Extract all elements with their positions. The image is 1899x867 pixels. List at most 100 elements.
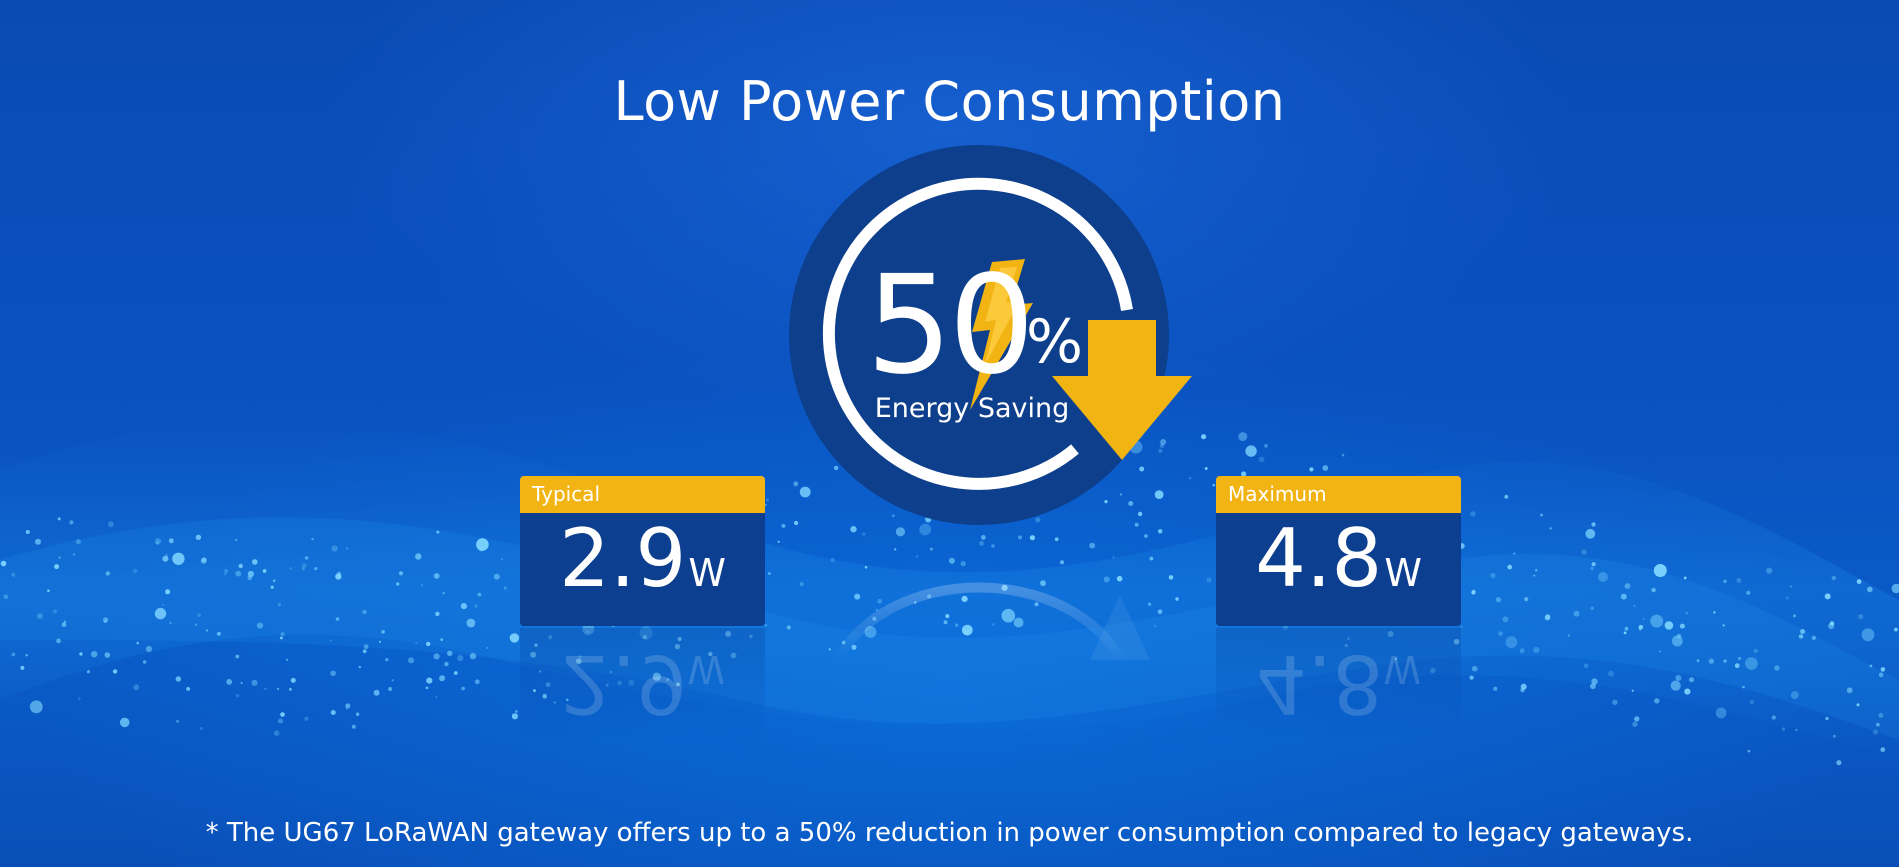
particle-dot [1624,626,1629,631]
particle-dot [1591,562,1596,567]
particle-dot [270,585,274,589]
particle-dot [1894,627,1898,632]
particle-dot [273,730,280,736]
particle-dot [1832,734,1836,738]
particle-dot [1018,535,1023,540]
particle-dot [1800,629,1806,634]
particle-dot [226,679,233,685]
particle-dot [1722,624,1725,627]
particle-dot [1781,727,1785,731]
particle-dot [1612,699,1618,705]
particle-dot [73,553,76,556]
particle-dot [833,465,839,471]
particle-dot [1490,572,1496,579]
particle-dot [1347,637,1350,640]
particle-dot [351,724,356,729]
particle-dot [1089,542,1096,549]
footnote: * The UG67 LoRaWAN gateway offers up to … [205,818,1694,848]
particle-dot [708,651,713,657]
particle-dot [1137,511,1143,517]
particle-dot [1054,537,1059,542]
particle-dot [1035,517,1041,523]
particle-dot [1713,611,1716,614]
particle-dot [29,700,43,714]
particle-dot [628,679,635,686]
particle-dot [1824,593,1831,600]
particle-dot [236,694,240,698]
particle-dot [20,665,25,670]
particle-dot [1175,597,1179,601]
particle-dot [1608,670,1614,677]
particle-dot [486,646,489,650]
particle-dot [1322,465,1329,471]
particle-dot [725,631,731,638]
particle-dot [915,555,919,558]
particle-dot [251,679,258,686]
particle-dot [47,589,50,593]
card-body: 4.8W [1216,513,1461,626]
particle-dot [1749,700,1755,705]
particle-dot [1872,729,1878,735]
particle-dot [1734,663,1740,669]
particle-dot [408,657,415,664]
particle-dot [961,595,968,603]
particle-dot [964,629,970,635]
particle-dot [1738,656,1742,661]
badge-percent-sign: % [1026,307,1084,377]
particle-dot [1154,490,1164,499]
particle-dot [362,649,367,654]
particle-dot [1505,636,1518,649]
particle-dot [1880,667,1886,672]
particle-dot [197,613,202,618]
particle-dot [862,532,866,536]
particle-dot [426,677,433,684]
particle-dot [373,689,380,696]
particle-dot [1498,631,1503,636]
particle-dot [749,634,753,639]
particle-dot [301,567,305,571]
particle-dot [1856,579,1862,584]
particle-dot [830,557,835,563]
particle-dot [766,498,769,502]
particle-dot [345,703,351,709]
particle-dot [142,660,147,664]
card-body: 2.9W [520,513,765,626]
particle-dot [145,645,152,653]
particle-dot [355,712,360,716]
particle-dot [1846,687,1853,694]
particle-dot [676,682,680,687]
particle-dot [642,634,648,640]
particle-dot [337,571,342,577]
particle-dot [0,560,7,567]
particle-dot [854,593,861,600]
particle-dot [1147,602,1152,606]
particle-dot [1394,657,1398,661]
particle-dot [195,623,198,626]
particle-dot [1746,590,1751,595]
particle-dot [1753,648,1758,653]
particle-dot [1688,677,1695,683]
particle-dot [61,622,67,627]
card-label: Maximum [1216,476,1461,513]
particle-dot [1460,625,1463,628]
particle-dot [278,718,283,724]
particle-dot [172,552,185,565]
particle-dot [91,651,98,658]
particle-dot [617,680,622,685]
particle-dot [200,557,207,564]
particle-dot [25,654,28,657]
particle-dot [290,677,296,683]
particle-dot [850,526,857,533]
particle-dot [381,630,385,634]
particle-dot [1639,628,1641,631]
particle-dot [1591,678,1598,685]
particle-dot [674,644,681,650]
particle-dot [301,563,307,569]
particle-dot [478,547,484,552]
particle-dot [639,626,653,640]
particle-dot [133,568,138,573]
particle-dot [1856,703,1860,707]
particle-dot [1831,575,1837,581]
particle-dot [1471,590,1476,595]
particle-dot [63,620,67,623]
